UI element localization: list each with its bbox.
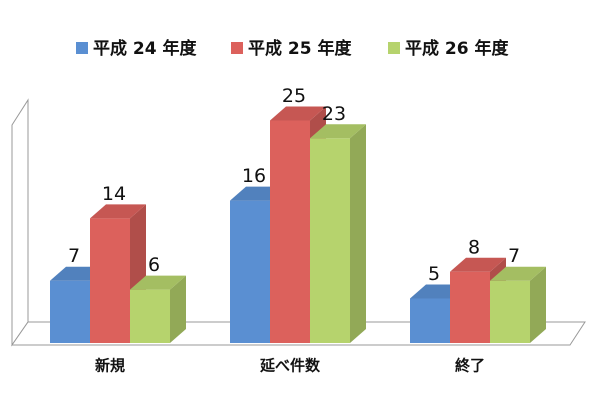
bar-top [450,257,506,272]
legend-swatch [388,42,400,54]
data-label: 8 [468,236,480,258]
bar-top [90,204,146,219]
bar-top [270,106,326,121]
legend-label: 平成 26 年度 [405,38,509,59]
data-label: 25 [282,85,306,107]
x-tick-label: 延べ件数 [259,357,321,375]
bar-front [230,200,270,343]
x-tick-label: 新規 [95,357,125,375]
legend-label: 平成 24 年度 [93,38,197,59]
legend-swatch [231,42,243,54]
data-label: 16 [242,165,266,187]
data-label: 23 [322,103,346,125]
bar-front [130,289,170,343]
bar-front [490,280,530,343]
bar-front [450,271,490,343]
bar [130,275,186,343]
data-label: 5 [428,263,440,285]
bar-front [270,120,310,343]
data-label: 6 [148,254,160,276]
bar-top [130,275,186,290]
bar-top [490,266,546,281]
data-label: 14 [102,183,126,205]
bar-side [170,275,186,343]
bar [310,124,366,343]
data-label: 7 [68,245,80,267]
data-label: 7 [508,245,520,267]
x-tick-label: 終了 [455,357,485,375]
bar-front [410,298,450,343]
bar-front [310,138,350,343]
bar [490,266,546,343]
bar-side [530,266,546,343]
legend-label: 平成 25 年度 [248,38,352,59]
bar-side [350,124,366,343]
legend-swatch [76,42,88,54]
bar-top [310,124,366,139]
bar-front [90,218,130,343]
bar-front [50,280,90,343]
